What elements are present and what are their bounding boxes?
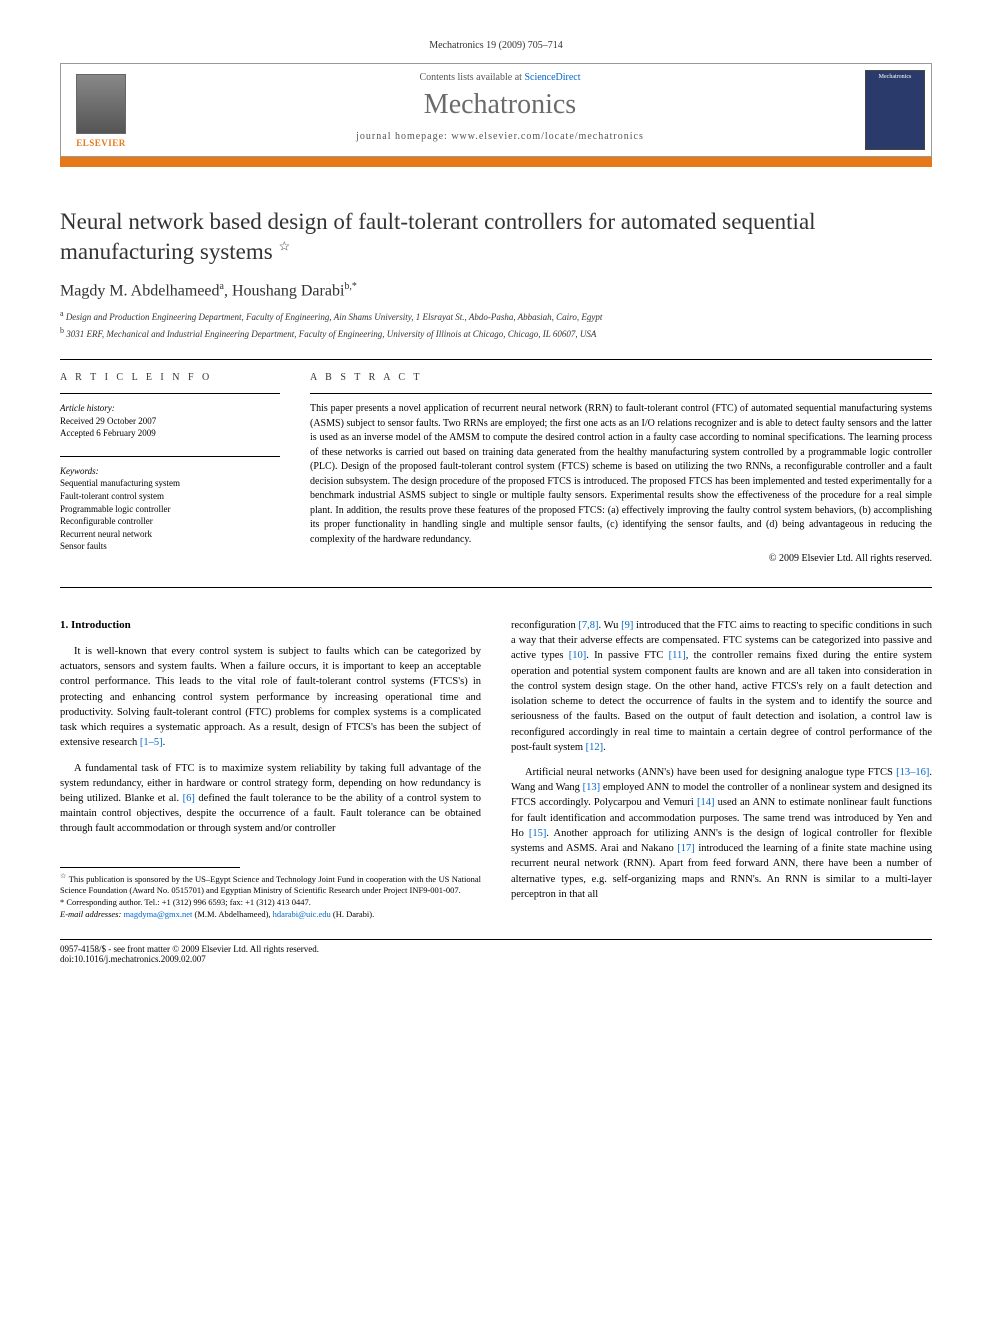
affiliation-b: 3031 ERF, Mechanical and Industrial Engi… <box>66 329 596 339</box>
para-r1: reconfiguration [7,8]. Wu [9] introduced… <box>511 618 932 755</box>
ref-12[interactable]: [12] <box>586 742 604 753</box>
ref-14[interactable]: [14] <box>697 797 715 808</box>
ref-13-16[interactable]: [13–16] <box>896 767 929 778</box>
footer-copyright: 0957-4158/$ - see front matter © 2009 El… <box>60 944 319 954</box>
sciencedirect-link[interactable]: ScienceDirect <box>524 72 580 83</box>
body-right-col: reconfiguration [7,8]. Wu [9] introduced… <box>511 618 932 921</box>
orange-bar <box>60 157 932 167</box>
section-heading-1: 1. Introduction <box>60 618 481 634</box>
footer-doi: doi:10.1016/j.mechatronics.2009.02.007 <box>60 954 319 964</box>
body-left-col: 1. Introduction It is well-known that ev… <box>60 618 481 921</box>
header-box: ELSEVIER Contents lists available at Sci… <box>60 63 932 157</box>
footnotes: ☆ This publication is sponsored by the U… <box>60 872 481 921</box>
ref-15[interactable]: [15] <box>529 828 547 839</box>
ref-7-8[interactable]: [7,8] <box>578 620 598 631</box>
divider-info <box>60 393 280 394</box>
footnote-emails: E-mail addresses: magdyma@gmx.net (M.M. … <box>60 909 481 921</box>
info-abstract-row: A R T I C L E I N F O Article history: R… <box>60 372 932 569</box>
divider-top <box>60 359 932 360</box>
keywords-label: Keywords: <box>60 465 280 478</box>
ref-13[interactable]: [13] <box>583 782 601 793</box>
contents-line: Contents lists available at ScienceDirec… <box>141 72 859 83</box>
homepage-line: journal homepage: www.elsevier.com/locat… <box>141 131 859 142</box>
cover-thumb-icon: Mechatronics <box>865 70 925 150</box>
email-2-link[interactable]: hdarabi@uic.edu <box>273 909 331 919</box>
author-2: Houshang Darabi <box>232 282 344 299</box>
abstract-col: A B S T R A C T This paper presents a no… <box>310 372 932 569</box>
email-label: E-mail addresses: <box>60 909 121 919</box>
ref-1-5[interactable]: [1–5] <box>140 737 163 748</box>
received-date: Received 29 October 2007 <box>60 415 280 428</box>
title-footnote-marker: ☆ <box>278 238 290 253</box>
ref-9[interactable]: [9] <box>621 620 633 631</box>
keyword-6: Sensor faults <box>60 540 280 553</box>
author-1: Magdy M. Abdelhameed <box>60 282 220 299</box>
accepted-date: Accepted 6 February 2009 <box>60 427 280 440</box>
ref-11[interactable]: [11] <box>669 650 686 661</box>
sponsor-marker: ☆ <box>60 872 67 880</box>
ref-6[interactable]: [6] <box>183 793 195 804</box>
divider-below-abstract <box>60 587 932 588</box>
abstract-heading: A B S T R A C T <box>310 372 932 383</box>
para-r2: Artificial neural networks (ANN's) have … <box>511 765 932 902</box>
keyword-2: Fault-tolerant control system <box>60 490 280 503</box>
journal-ref: Mechatronics 19 (2009) 705–714 <box>60 40 932 51</box>
article-history-block: Article history: Received 29 October 200… <box>60 402 280 440</box>
journal-cover-thumb: Mechatronics <box>859 64 931 156</box>
email-1-link[interactable]: magdyma@gmx.net <box>123 909 192 919</box>
ref-17[interactable]: [17] <box>677 843 695 854</box>
history-label: Article history: <box>60 402 280 415</box>
ref-10[interactable]: [10] <box>569 650 587 661</box>
article-info-heading: A R T I C L E I N F O <box>60 372 280 383</box>
footer-line: 0957-4158/$ - see front matter © 2009 El… <box>60 939 932 964</box>
affiliations: a Design and Production Engineering Depa… <box>60 308 932 341</box>
keyword-1: Sequential manufacturing system <box>60 477 280 490</box>
publisher-logo-block: ELSEVIER <box>61 64 141 156</box>
authors-line: Magdy M. Abdelhameeda, Houshang Darabib,… <box>60 281 932 300</box>
footnote-sponsor: ☆ This publication is sponsored by the U… <box>60 872 481 898</box>
copyright-line: © 2009 Elsevier Ltd. All rights reserved… <box>310 553 932 564</box>
article-title: Neural network based design of fault-tol… <box>60 207 932 267</box>
keyword-3: Programmable logic controller <box>60 503 280 516</box>
affiliation-a: Design and Production Engineering Depart… <box>66 312 603 322</box>
affil-marker-b: b <box>60 326 64 335</box>
elsevier-tree-icon <box>76 74 126 134</box>
header-center: Contents lists available at ScienceDirec… <box>141 64 859 156</box>
email-1-owner: (M.M. Abdelhameed), <box>195 909 271 919</box>
contents-prefix: Contents lists available at <box>419 72 524 83</box>
footnote-corresponding: * Corresponding author. Tel.: +1 (312) 9… <box>60 897 481 909</box>
author-1-marker: a <box>220 281 224 292</box>
journal-name: Mechatronics <box>141 89 859 121</box>
article-info-col: A R T I C L E I N F O Article history: R… <box>60 372 280 569</box>
divider-kw <box>60 456 280 457</box>
corresponding-marker: * <box>60 897 64 907</box>
body-columns: 1. Introduction It is well-known that ev… <box>60 618 932 921</box>
author-2-marker: b,* <box>344 281 357 292</box>
abstract-text: This paper presents a novel application … <box>310 402 932 547</box>
para-l1: It is well-known that every control syst… <box>60 644 481 751</box>
footnote-separator <box>60 867 240 868</box>
keywords-block: Keywords: Sequential manufacturing syste… <box>60 465 280 553</box>
divider-abstract <box>310 393 932 394</box>
para-l2: A fundamental task of FTC is to maximize… <box>60 761 481 837</box>
email-2-owner: (H. Darabi). <box>333 909 374 919</box>
affil-marker-a: a <box>60 309 64 318</box>
keyword-5: Recurrent neural network <box>60 528 280 541</box>
publisher-name: ELSEVIER <box>76 138 126 148</box>
keyword-4: Reconfigurable controller <box>60 515 280 528</box>
